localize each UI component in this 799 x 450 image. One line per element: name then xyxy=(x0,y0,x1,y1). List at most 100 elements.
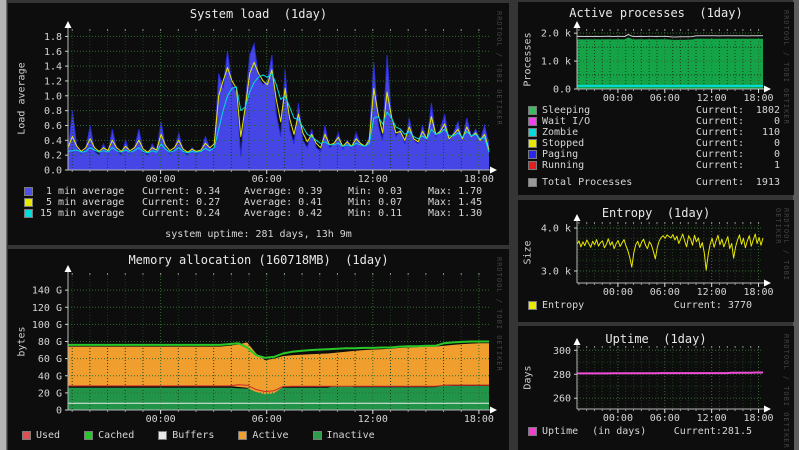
legend-min: Min: 0.03 xyxy=(348,186,403,197)
svg-text:40 G: 40 G xyxy=(38,371,62,382)
legend-item-active: Active xyxy=(238,430,289,441)
legend-row-paging: Paging Current: 0 xyxy=(528,149,780,160)
legend-average: Average: 0.39 xyxy=(244,186,323,197)
legend-average: Average: 0.42 xyxy=(244,208,323,219)
current-label: Current: xyxy=(695,177,744,188)
uptime-legend: Uptime (in days) Current:281.5 xyxy=(528,426,780,437)
svg-text:100 G: 100 G xyxy=(32,320,62,331)
legend-swatch-cached xyxy=(84,431,94,440)
legend-label: Cached xyxy=(98,430,135,441)
legend-row-1min: 1 min average Current: 0.34 Average: 0.3… xyxy=(8,186,509,197)
legend-swatch-stopped xyxy=(528,139,537,148)
legend-max: Max: 1.70 xyxy=(428,186,483,197)
legend-swatch-15min xyxy=(24,209,33,218)
legend-row-running: Running Current: 1 xyxy=(528,160,780,171)
legend-swatch-zombie xyxy=(528,128,537,137)
svg-text:3.0 k: 3.0 k xyxy=(541,266,571,277)
svg-text:260: 260 xyxy=(553,394,571,405)
svg-text:300: 300 xyxy=(553,346,571,357)
current-label: Current: xyxy=(695,116,744,127)
svg-text:06:00: 06:00 xyxy=(650,287,680,296)
svg-text:0.8: 0.8 xyxy=(44,106,62,117)
legend-item-buffers: Buffers xyxy=(158,430,214,441)
svg-text:00:00: 00:00 xyxy=(603,93,633,102)
svg-text:0.0: 0.0 xyxy=(44,166,62,177)
current-label: Current: xyxy=(695,138,744,149)
svg-text:12:00: 12:00 xyxy=(358,414,388,425)
memory-allocation-panel: Memory allocation (160718MB) (1day) byte… xyxy=(8,249,509,450)
system-load-panel: System load (1day) Load average 00:00 06:… xyxy=(8,3,509,245)
svg-text:12:00: 12:00 xyxy=(697,413,727,422)
legend-max: Max: 1.30 xyxy=(428,208,483,219)
svg-text:4.0 k: 4.0 k xyxy=(541,224,571,235)
legend-row-15min: 15 min average Current: 0.24 Average: 0.… xyxy=(8,208,509,219)
legend-swatch-uptime xyxy=(528,427,537,436)
legend-label: Inactive xyxy=(326,430,375,441)
entropy-chart: 00:00 06:00 12:00 18:00 3.0 k 4.0 k xyxy=(541,214,774,296)
rrdtool-watermark: RRDTOOL / TOBI OETIKER xyxy=(495,257,503,372)
legend-label: Entropy xyxy=(542,300,585,311)
legend-swatch-entropy xyxy=(528,301,537,310)
legend-swatch-running xyxy=(528,161,537,170)
svg-text:0: 0 xyxy=(56,406,62,417)
legend-row-waitio: Wait I/O Current: 0 xyxy=(528,116,780,127)
legend-current: Current: 0.24 xyxy=(142,208,221,219)
legend-swatch-inactive xyxy=(312,431,322,440)
legend-current: Current: 3770 xyxy=(673,300,752,311)
legend-row-5min: 5 min average Current: 0.27 Average: 0.4… xyxy=(8,197,509,208)
legend-label: Used xyxy=(36,430,61,441)
svg-text:20 G: 20 G xyxy=(38,388,62,399)
svg-text:06:00: 06:00 xyxy=(252,414,282,425)
entropy-panel: Entropy (1day) Size 00:00 06:00 12:00 18:00… xyxy=(518,200,794,322)
processes-title: Active processes (1day) xyxy=(569,6,743,20)
uptime-chart: 00:00 06:00 12:00 18:00 260 280 300 xyxy=(553,338,774,422)
legend-row-total-processes: Total Processes Current: 1913 xyxy=(528,177,780,188)
legend-label: 5 min average xyxy=(40,197,125,208)
current-value: 110 xyxy=(761,127,780,138)
svg-text:0.6: 0.6 xyxy=(44,121,62,132)
legend-item-used: Used xyxy=(22,430,60,441)
entropy-title: Entropy (1day) xyxy=(601,206,711,220)
memory-legend: Used Cached Buffers Active Inactive xyxy=(22,430,375,441)
legend-average: Average: 0.41 xyxy=(244,197,323,208)
legend-label: Total Processes xyxy=(542,177,633,188)
svg-text:00:00: 00:00 xyxy=(146,174,176,185)
legend-label: Buffers xyxy=(172,430,215,441)
legend-label: Paging xyxy=(542,149,579,160)
entropy-legend: Entropy Current: 3770 xyxy=(528,300,780,311)
svg-text:00:00: 00:00 xyxy=(603,413,633,422)
current-label: Current: xyxy=(695,160,744,171)
svg-text:1.0: 1.0 xyxy=(44,91,62,102)
legend-label: Running xyxy=(542,160,585,171)
memory-title: Memory allocation (160718MB) (1day) xyxy=(128,253,389,267)
active-processes-chart: 00:00 06:00 12:00 18:00 0.0 1.0 k 2.0 k xyxy=(541,21,774,102)
legend-swatch-1min xyxy=(24,187,33,196)
processes-legend: Sleeping Current: 1802 Wait I/O Current:… xyxy=(528,105,780,188)
legend-swatch-sleeping xyxy=(528,106,537,115)
svg-text:0.2: 0.2 xyxy=(44,151,62,162)
system-load-title: System load (1day) xyxy=(189,7,328,21)
memory-chart: 00:00 06:00 12:00 18:00 0 20 G 40 G 60 G 80 G 100… xyxy=(32,265,497,425)
current-label: Current: xyxy=(695,105,744,116)
current-value: 0 xyxy=(773,138,780,149)
legend-swatch-buffers xyxy=(158,431,168,440)
current-value: 0 xyxy=(773,149,780,160)
svg-text:120 G: 120 G xyxy=(32,303,62,314)
svg-text:1.8: 1.8 xyxy=(44,32,62,43)
legend-row-sleeping: Sleeping Current: 1802 xyxy=(528,105,780,116)
svg-text:18:00: 18:00 xyxy=(464,414,494,425)
svg-text:140 G: 140 G xyxy=(32,286,62,297)
legend-item-cached: Cached xyxy=(84,430,134,441)
svg-text:2.0 k: 2.0 k xyxy=(541,29,571,40)
uptime-title: Uptime (1day) xyxy=(605,332,707,346)
svg-text:80 G: 80 G xyxy=(38,337,62,348)
legend-min: Min: 0.07 xyxy=(348,197,403,208)
svg-text:00:00: 00:00 xyxy=(603,287,633,296)
legend-swatch-waitio xyxy=(528,117,537,126)
legend-item-inactive: Inactive xyxy=(312,430,375,441)
svg-text:06:00: 06:00 xyxy=(650,93,680,102)
svg-text:60 G: 60 G xyxy=(38,354,62,365)
rrdtool-watermark: RRDTOOL / TOBI OETIKER xyxy=(782,334,790,449)
legend-label: Wait I/O xyxy=(542,116,591,127)
